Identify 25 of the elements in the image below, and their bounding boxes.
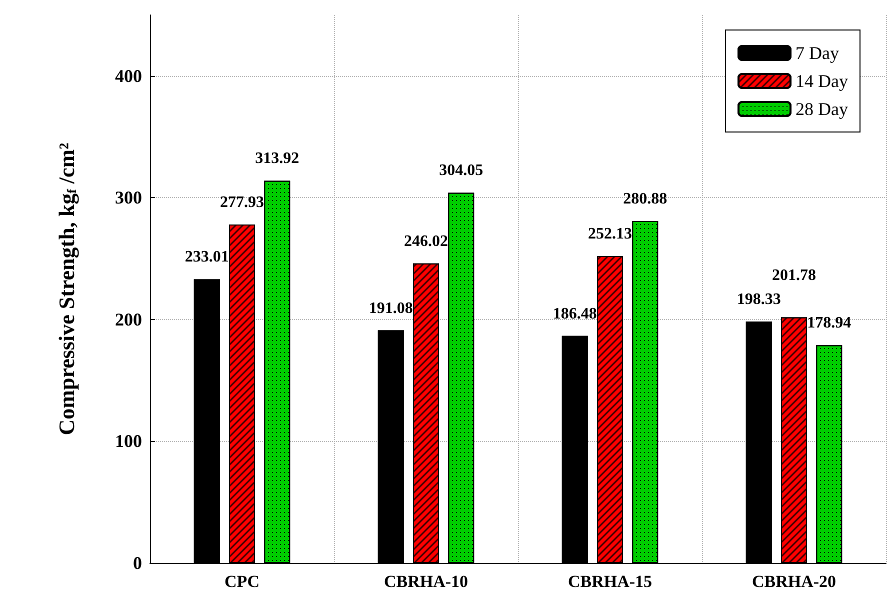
- data-label: 280.88: [623, 190, 668, 208]
- data-label: 304.05: [439, 162, 484, 180]
- data-label: 191.08: [368, 300, 413, 317]
- y-tick-label: 300: [115, 188, 142, 208]
- x-tick-label: CBRHA-20: [752, 572, 836, 591]
- y-tick-label: 100: [115, 431, 142, 452]
- y-tick-label: 200: [115, 309, 142, 330]
- data-label: 246.02: [404, 232, 448, 250]
- y-axis-title: Compressive Strength, kgf /cm²: [54, 142, 79, 436]
- x-tick-label: CPC: [224, 572, 260, 591]
- data-label: 313.92: [255, 150, 300, 168]
- data-label: 277.93: [220, 194, 264, 212]
- data-label: 233.01: [184, 248, 229, 266]
- y-tick-label: 0: [133, 553, 142, 573]
- x-tick-label: CBRHA-10: [384, 572, 468, 591]
- data-label: 186.48: [552, 305, 597, 322]
- data-label: 201.78: [772, 266, 816, 284]
- data-label: 178.94: [807, 314, 852, 332]
- data-label: 252.13: [588, 225, 632, 242]
- legend-label: 7 Day: [796, 43, 840, 63]
- legend-label: 14 Day: [796, 71, 848, 91]
- legend-label: 28 Day: [796, 99, 848, 119]
- x-tick-label: CBRHA-15: [568, 572, 652, 591]
- y-tick-label: 400: [115, 66, 142, 86]
- data-label: 198.33: [736, 290, 781, 308]
